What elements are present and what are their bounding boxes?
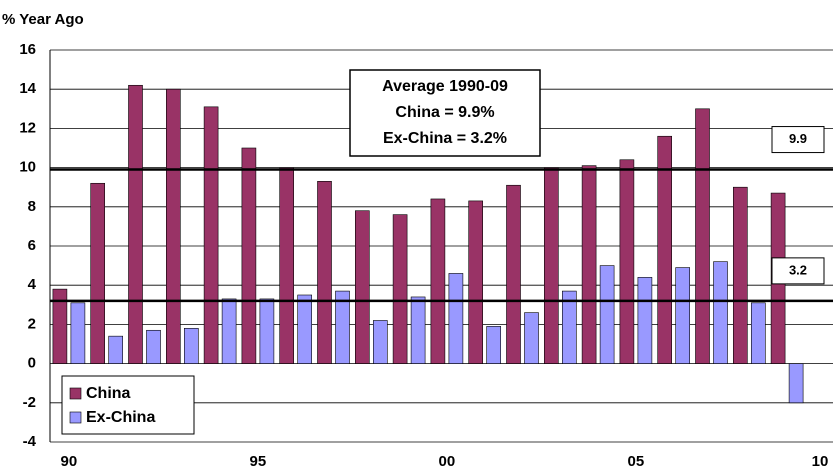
- annotation-line: Ex-China = 3.2%: [383, 130, 507, 147]
- bar: [750, 302, 766, 364]
- bar: [128, 84, 143, 364]
- bar: [581, 165, 597, 364]
- bar: [184, 328, 199, 364]
- x-tick-label: 90: [61, 453, 78, 470]
- bar: [52, 288, 68, 364]
- legend-swatch: [69, 411, 82, 424]
- bar: [430, 198, 446, 364]
- bar: [108, 335, 123, 364]
- y-tick-label: 8: [28, 198, 36, 215]
- legend-box: [61, 375, 195, 435]
- x-tick-label: 00: [439, 453, 456, 470]
- bar: [637, 277, 653, 364]
- bar: [486, 326, 502, 364]
- bar: [241, 147, 257, 364]
- annotation-line: China = 9.9%: [395, 104, 494, 121]
- bar: [675, 267, 691, 364]
- legend-label: China: [86, 385, 131, 402]
- bar: [713, 261, 728, 364]
- reference-label: 3.2: [789, 262, 807, 277]
- legend-swatch: [69, 387, 82, 400]
- bar: [392, 214, 408, 364]
- bar: [732, 186, 748, 364]
- bar: [203, 106, 219, 364]
- y-tick-label: 2: [28, 315, 36, 332]
- x-tick-label: 05: [628, 453, 645, 470]
- bar: [695, 108, 710, 364]
- bar: [221, 298, 237, 364]
- y-tick-label: 10: [19, 159, 36, 176]
- bar: [410, 296, 426, 364]
- y-axis-label: % Year Ago: [2, 11, 84, 28]
- bar: [279, 167, 295, 364]
- bar: [317, 181, 332, 364]
- annotation-box: [349, 69, 541, 157]
- x-tick-label: 10: [812, 453, 829, 470]
- bar: [561, 290, 577, 364]
- y-tick-label: -4: [23, 433, 37, 450]
- bar: [788, 363, 804, 404]
- bar: [354, 210, 370, 364]
- bar: [524, 312, 539, 364]
- y-tick-label: 4: [28, 276, 37, 293]
- bar: [468, 200, 484, 364]
- bar: [657, 135, 673, 364]
- bar: [448, 273, 464, 364]
- x-tick-label: 95: [250, 453, 267, 470]
- annotation-line: Average 1990-09: [382, 78, 508, 95]
- y-tick-label: 16: [19, 41, 36, 58]
- bar: [619, 159, 635, 364]
- bar: [146, 329, 161, 364]
- bar: [166, 88, 181, 364]
- reference-label-box: [771, 257, 825, 285]
- reference-label-box: [771, 126, 825, 154]
- reference-label: 9.9: [789, 131, 807, 146]
- bar: [372, 320, 388, 364]
- bar: [70, 302, 86, 364]
- bar: [599, 265, 615, 364]
- bar: [297, 294, 313, 364]
- legend-label: Ex-China: [86, 409, 155, 426]
- bar: [335, 290, 350, 364]
- y-tick-label: 0: [28, 355, 36, 372]
- bar: [259, 298, 275, 364]
- y-tick-label: 6: [28, 237, 36, 254]
- y-tick-label: -2: [23, 394, 36, 411]
- plot: [52, 84, 804, 404]
- bar: [543, 167, 559, 364]
- bar: [90, 182, 105, 364]
- y-tick-label: 14: [19, 80, 36, 97]
- bar: [506, 184, 521, 364]
- y-tick-label: 12: [19, 119, 36, 136]
